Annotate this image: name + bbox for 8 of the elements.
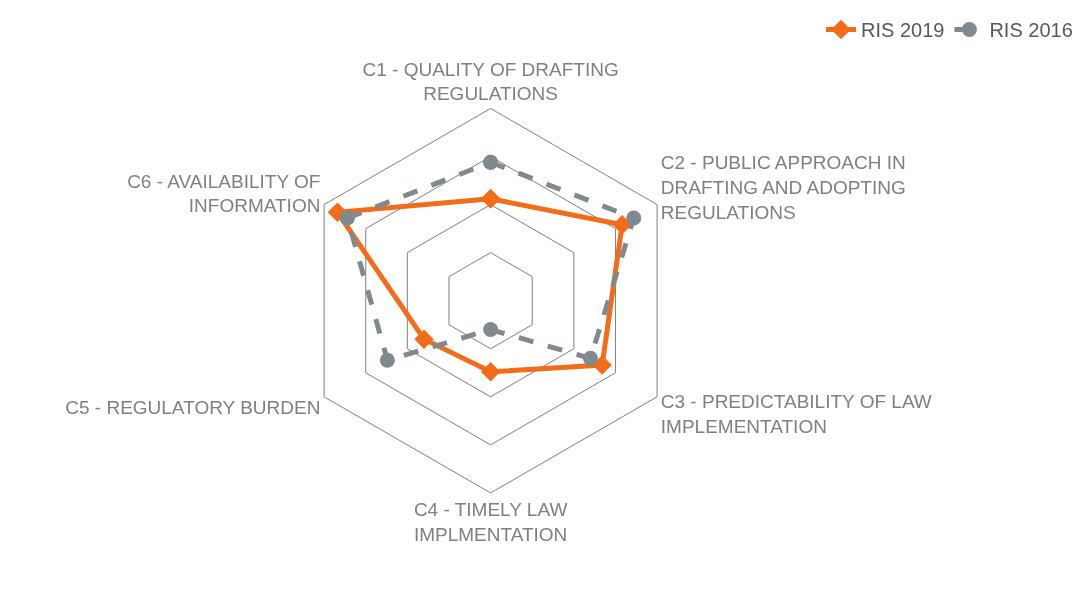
legend-label: RIS 2019 <box>861 19 945 42</box>
legend-label: RIS 2016 <box>989 19 1073 42</box>
spoke-label: C2 - PUBLIC APPROACH IN DRAFTING AND ADOPTING REGULATIONS <box>660 152 906 223</box>
spoke-label: C6 - AVAILABILITY OF INFORMATION <box>127 170 321 217</box>
spoke-label: C3 - PREDICTABILITY OF LAW IMPLEMENTATION <box>660 391 932 437</box>
spoke-label: C1 - QUALITY OF DRAFTING REGULATIONS <box>362 58 619 105</box>
spoke-label: C4 - TIMELY LAW IMPLMENTATION <box>413 499 568 545</box>
spoke-label: C5 - REGULATORY BURDEN <box>65 397 321 419</box>
